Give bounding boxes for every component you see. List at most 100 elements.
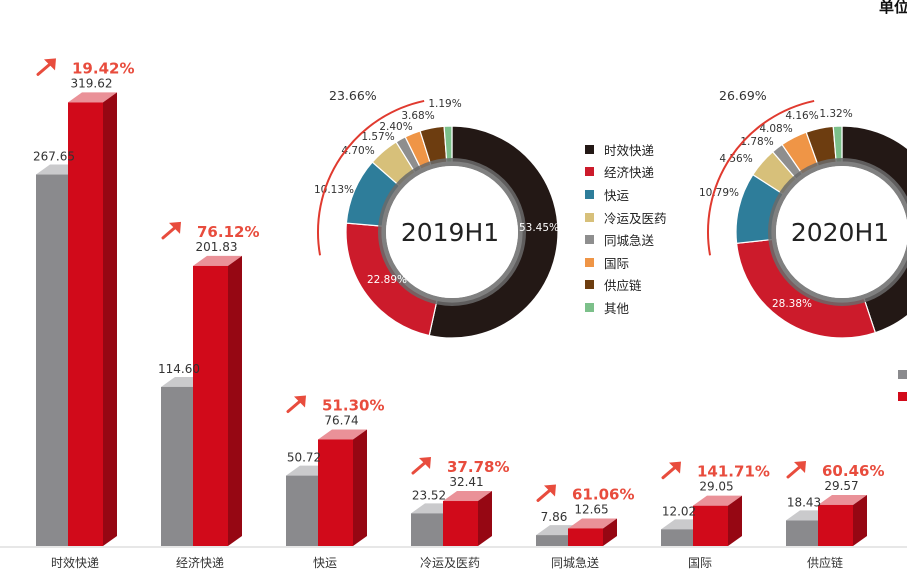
bar-value-label-2019h1: 267.65 (33, 150, 75, 164)
legend-item: 快运 (585, 183, 667, 206)
donut-legend: 时效快递 经济快递 快运 冷运及医药 同城急送 国际 供应链 其他 (585, 138, 667, 319)
legend-item: 其他 (585, 296, 667, 319)
x-tick-label: 快运 (313, 556, 337, 570)
legend-swatch (585, 302, 594, 312)
donut-slice-label: 1.19% (428, 98, 461, 110)
bar-value-label-2020h1: 201.83 (196, 240, 238, 254)
x-tick-label: 时效快递 (51, 555, 99, 570)
x-tick-label: 经济快递 (176, 555, 224, 570)
donut-hole (776, 166, 907, 298)
growth-rate-label: 51.30% (322, 396, 384, 414)
legend-swatch (585, 144, 594, 154)
bar-2020h1-top (443, 491, 492, 502)
growth-arrow-icon (36, 58, 56, 76)
bar-2020h1-side (478, 491, 492, 546)
donut-slice-label: 2.40% (379, 121, 412, 133)
legend-item: 经济快递 (585, 161, 667, 184)
bar-2019h1 (536, 535, 568, 546)
bar-value-label-2019h1: 23.52 (412, 488, 446, 502)
growth-arrow-head (44, 58, 56, 71)
growth-arrow-head (294, 395, 306, 408)
donut-inner-ring (378, 158, 526, 306)
bar-2020h1 (318, 439, 353, 546)
donut-slice-label: 10.13% (314, 184, 354, 196)
legend-item: 国际 (585, 251, 667, 274)
legend-swatch (585, 167, 594, 177)
growth-arrow-icon (161, 221, 181, 240)
bar-2019h1 (161, 386, 193, 546)
bar-2020h1-top (68, 92, 117, 103)
bar-value-label-2020h1: 29.57 (824, 479, 858, 493)
bar-2020h1 (818, 504, 853, 546)
bar-2020h1-top (818, 494, 867, 505)
growth-arrow-icon (411, 457, 431, 475)
donut-slice-label: 53.45% (519, 222, 559, 234)
x-tick-label: 同城急送 (551, 555, 599, 570)
legend-swatch (585, 189, 594, 199)
donut-slice-label: 4.56% (719, 153, 752, 165)
series-legend-swatch-prev (898, 370, 907, 379)
bar-2019h1 (286, 475, 318, 546)
donut-center-label: 2019H1 (401, 218, 499, 247)
growth-rate-label: 61.06% (572, 485, 634, 503)
legend-label: 供应链 (604, 278, 642, 294)
legend-swatch (585, 280, 594, 290)
legend-label: 时效快递 (604, 142, 655, 158)
donut-arc-label: 23.66% (329, 88, 377, 103)
legend-label: 国际 (604, 255, 630, 271)
growth-arrow-head (169, 221, 181, 234)
bar-2019h1 (661, 529, 693, 546)
growth-rate-label: 141.71% (697, 463, 770, 481)
series-legend-swatch-curr (898, 392, 907, 401)
donut-slice-label: 4.08% (759, 123, 792, 135)
unit-label: 单位 (878, 0, 907, 16)
bar-value-label-2019h1: 18.43 (787, 495, 821, 509)
legend-label: 快运 (604, 187, 630, 203)
x-tick-label: 供应链 (807, 555, 843, 570)
legend-label: 同城急送 (604, 233, 655, 249)
bar-2019h1 (786, 520, 818, 546)
bar-2019h1 (36, 174, 68, 546)
bar-value-label-2020h1: 12.65 (574, 502, 608, 516)
donut-slice-label: 22.89% (367, 274, 407, 286)
donut-slice-label: 1.78% (740, 136, 773, 148)
donut-slice-label: 10.79% (699, 187, 739, 199)
growth-arrow-icon (536, 484, 556, 502)
growth-arrow-head (544, 484, 556, 497)
bar-2020h1-side (353, 429, 367, 546)
x-tick-label: 冷运及医药 (420, 556, 480, 570)
donut-outer-arc (707, 99, 815, 256)
legend-item: 同城急送 (585, 228, 667, 251)
bar-2020h1-side (228, 255, 242, 546)
growth-arrow-icon (286, 395, 306, 413)
growth-arrow-head (419, 457, 431, 470)
donut-slice-label: 4.70% (341, 145, 374, 157)
bar-2020h1-side (603, 518, 617, 546)
donut-slice-label: 28.38% (772, 298, 812, 310)
donut-hole (386, 166, 518, 298)
legend-swatch (585, 212, 594, 222)
legend-swatch (585, 235, 594, 245)
donut-slice-label: 1.57% (361, 131, 394, 143)
growth-arrow-icon (786, 460, 806, 479)
bar-2020h1 (568, 528, 603, 546)
growth-arrow-head (669, 461, 681, 474)
legend-item: 供应链 (585, 274, 667, 297)
growth-rate-label: 19.42% (72, 59, 134, 77)
donut-center-label: 2020H1 (791, 218, 889, 247)
bar-value-label-2020h1: 76.74 (324, 413, 358, 427)
legend-label: 其他 (604, 300, 630, 316)
legend-item: 冷运及医药 (585, 206, 667, 229)
growth-rate-label: 76.12% (197, 223, 259, 241)
growth-rate-label: 60.46% (822, 462, 884, 480)
legend-swatch (585, 257, 594, 267)
donut-inner-ring (768, 158, 907, 306)
legend-label: 冷运及医药 (604, 210, 667, 226)
x-tick-label: 国际 (688, 556, 712, 570)
legend-item: 时效快递 (585, 138, 667, 161)
donut-slice-label: 3.68% (401, 110, 434, 122)
legend-label: 经济快递 (604, 165, 655, 181)
bar-2019h1 (411, 513, 443, 546)
bar-value-label-2019h1: 114.60 (158, 362, 200, 376)
